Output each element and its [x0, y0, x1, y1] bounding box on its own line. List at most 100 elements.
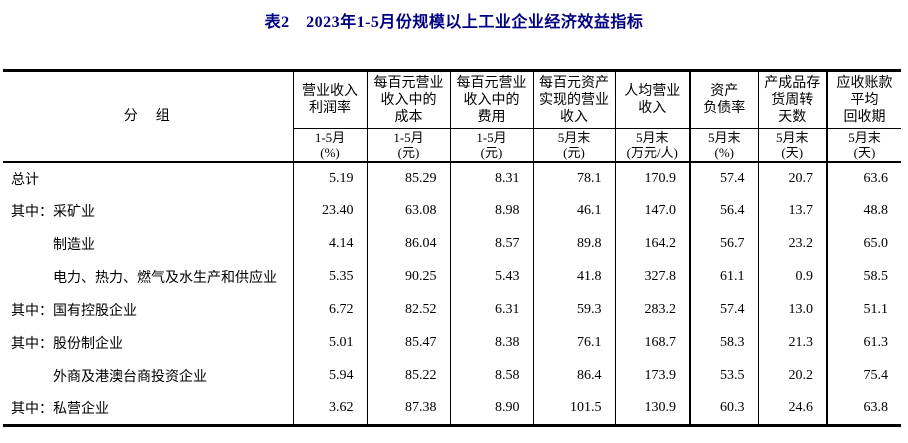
- period-header: 5月末 (天): [826, 128, 901, 163]
- period-header: 1-5月 (元): [449, 128, 533, 163]
- cell-value: 6.31: [449, 293, 533, 327]
- cell-value: 327.8: [614, 260, 690, 294]
- cell-value: 85.22: [366, 359, 450, 393]
- cell-value: 101.5: [532, 392, 615, 426]
- cell-value: 63.8: [826, 392, 901, 426]
- table-row-total: 总计 5.19 85.29 8.31 78.1 170.9 57.4 20.7 …: [3, 161, 901, 195]
- cell-value: 24.6: [757, 392, 827, 426]
- table-row-manufacturing: 制造业 4.14 86.04 8.57 89.8 164.2 56.7 23.2…: [3, 227, 901, 261]
- cell-value: 13.7: [757, 194, 827, 228]
- period-header: 5月末 (天): [757, 128, 827, 163]
- period-header: 5月末 (元): [532, 128, 615, 163]
- cell-value: 76.1: [532, 326, 615, 360]
- cell-value: 23.40: [292, 194, 367, 228]
- row-label: 其中：股份制企业: [11, 337, 123, 352]
- cell-value: 57.4: [689, 293, 758, 327]
- column-header-profit-margin: 营业收入 利润率: [292, 70, 367, 129]
- cell-value: 21.3: [757, 326, 827, 360]
- cell-value: 48.8: [826, 194, 901, 228]
- cell-value: 6.72: [292, 293, 367, 327]
- cell-value: 8.31: [449, 161, 533, 195]
- table-row-private: 其中：私营企业 3.62 87.38 8.90 101.5 130.9 60.3…: [3, 392, 901, 426]
- column-header-expense-per-100: 每百元营业 收入中的 费用: [449, 70, 533, 129]
- cell-value: 53.5: [689, 359, 758, 393]
- cell-value: 4.14: [292, 227, 367, 261]
- cell-value: 130.9: [614, 392, 690, 426]
- page-title: 表2 2023年1-5月份规模以上工业企业经济效益指标: [264, 14, 644, 31]
- cell-value: 56.7: [689, 227, 758, 261]
- cell-value: 57.4: [689, 161, 758, 195]
- cell-value: 78.1: [532, 161, 615, 195]
- cell-value: 170.9: [614, 161, 690, 195]
- cell-value: 86.4: [532, 359, 615, 393]
- cell-value: 8.38: [449, 326, 533, 360]
- column-header-inventory-days: 产成品存 货周转 天数: [757, 70, 827, 129]
- period-header: 5月末 (%): [689, 128, 758, 163]
- column-header-revenue-per-assets: 每百元资产 实现的营业 收入: [532, 70, 615, 129]
- table-row-joint-stock: 其中：股份制企业 5.01 85.47 8.38 76.1 168.7 58.3…: [3, 326, 901, 360]
- cell-value: 58.5: [826, 260, 901, 294]
- cell-value: 8.98: [449, 194, 533, 228]
- column-header-cost-per-100: 每百元营业 收入中的 成本: [366, 70, 450, 129]
- cell-value: 89.8: [532, 227, 615, 261]
- column-header-receivable-period: 应收账款 平均 回收期: [826, 70, 901, 129]
- cell-value: 87.38: [366, 392, 450, 426]
- row-label: 其中：国有控股企业: [11, 304, 137, 319]
- cell-value: 164.2: [614, 227, 690, 261]
- cell-value: 8.58: [449, 359, 533, 393]
- cell-value: 41.8: [532, 260, 615, 294]
- cell-value: 5.35: [292, 260, 367, 294]
- row-label: 其中：采矿业: [11, 205, 95, 220]
- cell-value: 5.94: [292, 359, 367, 393]
- cell-value: 5.19: [292, 161, 367, 195]
- cell-value: 61.3: [826, 326, 901, 360]
- cell-value: 46.1: [532, 194, 615, 228]
- period-header: 1-5月 (%): [292, 128, 367, 163]
- column-header-revenue-per-capita: 人均营业 收入: [614, 70, 690, 129]
- cell-value: 90.25: [366, 260, 450, 294]
- row-label: 总计: [11, 172, 39, 188]
- cell-value: 8.57: [449, 227, 533, 261]
- cell-value: 65.0: [826, 227, 901, 261]
- cell-value: 51.1: [826, 293, 901, 327]
- cell-value: 56.4: [689, 194, 758, 228]
- row-label: 外商及港澳台商投资企业: [53, 370, 207, 385]
- cell-value: 5.43: [449, 260, 533, 294]
- cell-value: 3.62: [292, 392, 367, 426]
- cell-value: 20.7: [757, 161, 827, 195]
- header-row-periods: 1-5月 (%) 1-5月 (元) 1-5月 (元) 5月末 (元) 5月末 (…: [3, 128, 901, 163]
- period-header: 1-5月 (元): [366, 128, 450, 163]
- column-header-group: 分 组: [3, 70, 293, 163]
- cell-value: 13.0: [757, 293, 827, 327]
- cell-value: 283.2: [614, 293, 690, 327]
- table-row-utilities: 电力、热力、燃气及水生产和供应业 5.35 90.25 5.43 41.8 32…: [3, 260, 901, 294]
- cell-value: 61.1: [689, 260, 758, 294]
- cell-value: 0.9: [757, 260, 827, 294]
- header-row-metrics: 分 组 营业收入 利润率 每百元营业 收入中的 成本 每百元营业 收入中的 费用…: [3, 70, 901, 163]
- cell-value: 60.3: [689, 392, 758, 426]
- period-header: 5月末 (万元/人): [614, 128, 690, 163]
- cell-value: 168.7: [614, 326, 690, 360]
- row-label: 制造业: [53, 238, 95, 253]
- row-label: 电力、热力、燃气及水生产和供应业: [53, 271, 277, 286]
- cell-value: 5.01: [292, 326, 367, 360]
- cell-value: 23.2: [757, 227, 827, 261]
- cell-value: 82.52: [366, 293, 450, 327]
- row-label: 其中：私营企业: [11, 402, 109, 418]
- cell-value: 59.3: [532, 293, 615, 327]
- cell-value: 85.47: [366, 326, 450, 360]
- cell-value: 63.6: [826, 161, 901, 195]
- table-row-state-owned: 其中：国有控股企业 6.72 82.52 6.31 59.3 283.2 57.…: [3, 293, 901, 327]
- cell-value: 58.3: [689, 326, 758, 360]
- column-header-debt-ratio: 资产 负债率: [689, 70, 758, 129]
- table-row-foreign-invested: 外商及港澳台商投资企业 5.94 85.22 8.58 86.4 173.9 5…: [3, 359, 901, 393]
- table-row-mining: 其中：采矿业 23.40 63.08 8.98 46.1 147.0 56.4 …: [3, 194, 901, 228]
- data-table: 分 组 营业收入 利润率 每百元营业 收入中的 成本 每百元营业 收入中的 费用…: [3, 69, 901, 427]
- cell-value: 75.4: [826, 359, 901, 393]
- cell-value: 173.9: [614, 359, 690, 393]
- cell-value: 63.08: [366, 194, 450, 228]
- cell-value: 8.90: [449, 392, 533, 426]
- cell-value: 20.2: [757, 359, 827, 393]
- cell-value: 85.29: [366, 161, 450, 195]
- cell-value: 86.04: [366, 227, 450, 261]
